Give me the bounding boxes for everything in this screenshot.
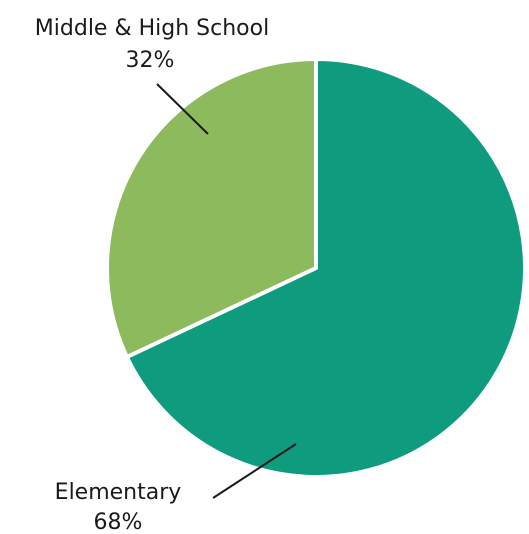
slice-value-middle-high-school: 32% (126, 48, 175, 73)
pie-slice-elementary (124, 57, 527, 479)
slice-label-elementary: Elementary (55, 480, 182, 505)
slice-value-elementary: 68% (94, 510, 143, 534)
pie-slice-middle-high-school (105, 57, 318, 359)
slice-label-middle-high-school: Middle & High School (35, 16, 269, 41)
slice-annotation-middle-high-school: Middle & High School 32% (35, 16, 269, 135)
leader-line-middle-high-school (156, 83, 209, 135)
leader-line-elementary (212, 443, 297, 499)
slice-annotation-elementary: Elementary 68% (55, 443, 297, 534)
pie-slices (105, 57, 527, 479)
